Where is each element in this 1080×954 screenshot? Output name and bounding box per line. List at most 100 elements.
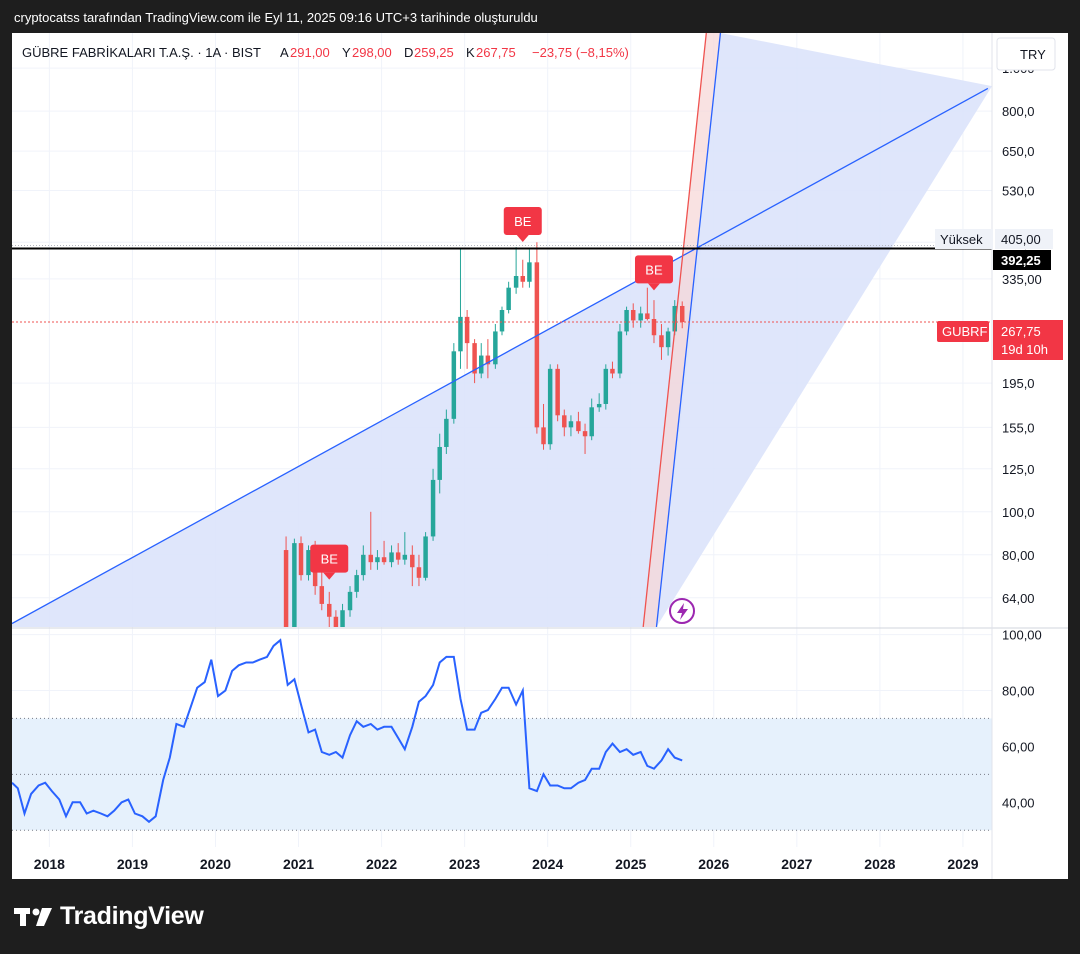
last-price-label: 267,75	[1001, 324, 1041, 339]
tradingview-wordmark: TradingView	[60, 902, 204, 930]
currency-button[interactable]	[996, 37, 1056, 71]
signal-badge-label: BE	[321, 552, 339, 567]
candle-body	[416, 567, 422, 578]
candle-body	[333, 616, 339, 627]
ohlc-values: A 291,00 Y 298,00 D 259,25 K 267,75 −23,75 (−8,1…	[280, 45, 629, 60]
signal-labels: BE BE BE	[310, 206, 673, 580]
currency-label: TRY	[1020, 47, 1046, 62]
candle-body	[458, 316, 463, 352]
price-tick-label: 155,0	[1002, 420, 1035, 435]
time-tick-label: 2019	[117, 856, 148, 872]
candle-body	[547, 368, 553, 445]
candle-body	[430, 479, 436, 537]
steep-line-red	[642, 33, 707, 627]
candle-body	[630, 310, 636, 321]
price-tick-label: 195,0	[1002, 376, 1035, 391]
signal-badge-box	[503, 206, 542, 235]
time-tick-label: 2021	[283, 856, 314, 872]
signal-badge-pointer	[323, 572, 336, 580]
candle-body	[506, 287, 511, 311]
steep-band-fill	[643, 33, 721, 627]
symbol-title[interactable]: GÜBRE FABRİKALARI T.A.Ş. · 1A · BIST	[22, 45, 261, 60]
price-tick-label: 530,0	[1002, 183, 1035, 198]
candle-body	[527, 262, 532, 282]
candle-body	[402, 554, 408, 560]
rising-channel-line	[12, 87, 989, 625]
candle-body	[389, 552, 394, 563]
candle-body	[472, 343, 477, 374]
high-marker-label: Yüksek	[940, 232, 983, 247]
tradingview-logo-icon	[14, 907, 52, 926]
candle-body	[665, 331, 671, 348]
candle-body	[319, 586, 325, 604]
price-tick-label: 100,0	[1002, 505, 1035, 520]
candle-body	[555, 368, 560, 416]
candle-body	[354, 575, 359, 592]
price-tick-label: 335,00	[1002, 272, 1042, 287]
steep-line-blue	[655, 33, 722, 627]
candle-body	[451, 351, 457, 419]
candle-body	[410, 554, 415, 568]
ohlc-value-Y: 298,00	[352, 45, 392, 60]
ohlc-change: −23,75 (−8,15%)	[532, 45, 629, 60]
candle-body	[423, 536, 428, 578]
candle-body	[610, 368, 615, 374]
time-tick-label: 2018	[34, 856, 65, 872]
candle-body	[659, 335, 664, 348]
level-marker-value: 392,25	[1001, 253, 1041, 268]
candle-body	[568, 421, 574, 428]
candle-body	[638, 313, 643, 321]
candle-body	[437, 446, 442, 480]
candle-body	[541, 427, 546, 445]
rsi-band-fill	[12, 718, 992, 831]
candle-body	[520, 276, 526, 282]
signal-badge-box	[634, 255, 673, 284]
candle-body	[283, 550, 289, 627]
candle-body	[478, 355, 484, 374]
candle-body	[617, 331, 623, 374]
candle-body	[562, 415, 567, 428]
candle-body	[464, 316, 470, 344]
time-tick-label: 2028	[864, 856, 895, 872]
candle-body	[589, 407, 594, 437]
candle-body	[493, 331, 498, 365]
rsi-line-group	[12, 638, 683, 824]
signal-badge-pointer	[647, 283, 660, 291]
price-tick-label: 650,0	[1002, 144, 1035, 159]
signal-badge[interactable]: BE	[503, 206, 542, 242]
candle-body	[292, 543, 297, 627]
candle-body	[485, 355, 491, 365]
ohlc-label-A: A	[280, 45, 289, 60]
rsi-tick-label: 80,00	[1002, 683, 1035, 698]
candle-body	[327, 603, 332, 617]
ohlc-value-D: 259,25	[414, 45, 454, 60]
candle-body	[603, 368, 609, 404]
price-tick-label: 80,00	[1002, 548, 1035, 563]
tradingview-logo[interactable]: TradingView	[14, 902, 204, 931]
candle-body	[624, 310, 629, 332]
signal-badge-label: BE	[514, 214, 532, 229]
candle-body	[576, 421, 581, 432]
time-tick-label: 2025	[615, 856, 646, 872]
lightning-icon[interactable]	[669, 598, 695, 624]
candle-body	[395, 552, 401, 560]
time-tick-label: 2029	[947, 856, 978, 872]
ohlc-value-A: 291,00	[290, 45, 330, 60]
signal-badge[interactable]: BE	[634, 255, 673, 291]
candle-body	[306, 550, 311, 576]
candle-body	[534, 262, 540, 428]
ohlc-label-Y: Y	[342, 45, 351, 60]
signal-badge[interactable]: BE	[310, 544, 349, 580]
ohlc-label-D: D	[404, 45, 413, 60]
price-marker: GUBRF 267,75 19d 10h	[937, 320, 1063, 360]
candle-body	[645, 313, 650, 319]
rsi-line	[12, 638, 683, 824]
rsi-tick-label: 40,00	[1002, 795, 1035, 810]
level-marker: 392,25	[993, 250, 1051, 270]
time-tick-label: 2022	[366, 856, 397, 872]
candle-body	[513, 276, 519, 288]
chart-caption: cryptocatss tarafından TradingView.com i…	[14, 10, 538, 25]
candle-body	[361, 554, 366, 576]
